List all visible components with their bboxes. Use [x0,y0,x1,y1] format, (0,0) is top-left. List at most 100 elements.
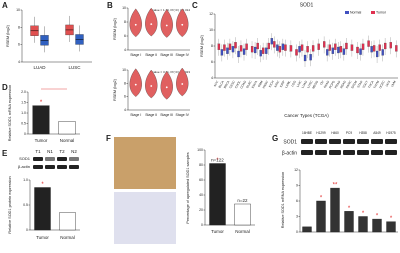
blot-band [315,139,327,144]
blot-band [45,157,55,161]
box [342,48,346,55]
significance: ** [333,183,338,189]
box [381,49,384,56]
x-tick-label: UCS [385,80,392,87]
y-axis-label: RSEM (log2) [113,78,117,100]
legend-swatch [345,11,349,14]
y-tick-label: 8 [124,81,126,85]
y-tick-label: 4 [124,48,126,52]
x-tick-label: UVM [390,79,397,87]
x-tick-label: Tumor [211,229,224,234]
blot-band [329,150,341,155]
box [367,40,370,47]
x-tick-label: Stage IV [176,53,190,57]
x-tick-label: Stage I [130,53,141,57]
x-tick-label: READ [339,79,347,89]
box [226,47,229,54]
legend-label: Tumor [376,11,387,15]
blot-band [385,139,397,144]
blot-band [301,150,313,155]
x-tick-label: STAD [356,79,364,88]
y-axis-label: Relative SOD1 mRNA expression [281,172,285,229]
x-tick-label: THCA [367,80,375,89]
box [250,46,254,53]
y-tick-label: 12 [294,168,298,172]
significance: * [390,216,393,222]
x-tick-label: COAD [239,79,247,89]
bar [32,105,50,135]
box [337,46,340,54]
y-tick-label: 3 [296,214,298,218]
bar [358,216,368,233]
box [281,43,285,50]
blot-band [343,139,355,144]
x-tick-label: Normal [60,235,75,240]
box [242,48,246,55]
y-axis-label: Relative SOD1 mRNA expression [8,85,12,142]
x-tick-label: LGG [290,79,297,87]
lane-label: H1299 [316,131,326,135]
blot-band [69,165,79,169]
legend-swatch [371,11,375,14]
lane-label: N1 [47,149,53,154]
y-tick-label: 6 [124,34,126,38]
x-tick-label: CHOL [234,80,242,90]
box [234,42,237,49]
lane-label: T1 [35,149,41,154]
lane-label: 16HBE [302,131,312,135]
x-tick-label: LUAD [33,65,46,70]
y-tick-label: 0.5 [23,203,28,207]
lane-label: H460 [331,131,339,135]
y-tick-label: 6 [124,95,126,99]
bar [316,200,326,233]
bar [330,187,340,233]
box [375,50,379,58]
x-tick-label: Stage III [160,53,173,57]
lane-label: H358 [359,131,367,135]
x-tick-label: SKCM [350,79,358,89]
stat-label: F value = 1.19, Pr(>F) = 0.314 [150,8,191,12]
y-tick-label: 2.0 [21,90,26,94]
box [223,44,226,51]
box [270,38,274,45]
blot-band [371,150,383,155]
bar [209,163,226,226]
median-dot [134,83,137,86]
violin [145,7,158,37]
y-tick-label: 40 [199,193,203,197]
box [298,46,301,53]
box [311,45,315,52]
x-tick-label: Normal [235,229,250,234]
bar [302,226,312,233]
row-label: SOD1 [19,156,31,161]
y-axis-label: RSEM (log2) [6,24,10,46]
median-dot [150,85,153,87]
violin [176,67,189,97]
box [220,49,224,56]
box [245,43,248,50]
x-tick-label: ACC [213,79,220,87]
box [384,42,387,50]
bar [386,221,396,233]
box [326,49,329,56]
y-tick-label: 4 [211,76,213,80]
y-tick-label: 1.0 [23,178,28,182]
bar [372,218,382,233]
bar [34,187,51,231]
violin [160,71,173,100]
y-tick-label: 100 [197,148,203,152]
blot-band [301,139,313,144]
x-tick-label: LIHC [296,79,303,88]
x-tick-label: LUSC [68,65,81,70]
panel-title: SOD1 [300,2,314,8]
x-axis-label: Cancer Types (TCGA) [284,113,329,118]
x-tick-label: KIRC [273,79,280,88]
significance: * [216,158,219,164]
x-tick-label: GBM [257,79,264,87]
y-axis-label: Relative SOD1 protein expression [8,176,12,233]
blot-band [357,139,369,144]
y-tick-label: 8 [124,20,126,24]
box [359,48,362,55]
box [273,41,276,48]
